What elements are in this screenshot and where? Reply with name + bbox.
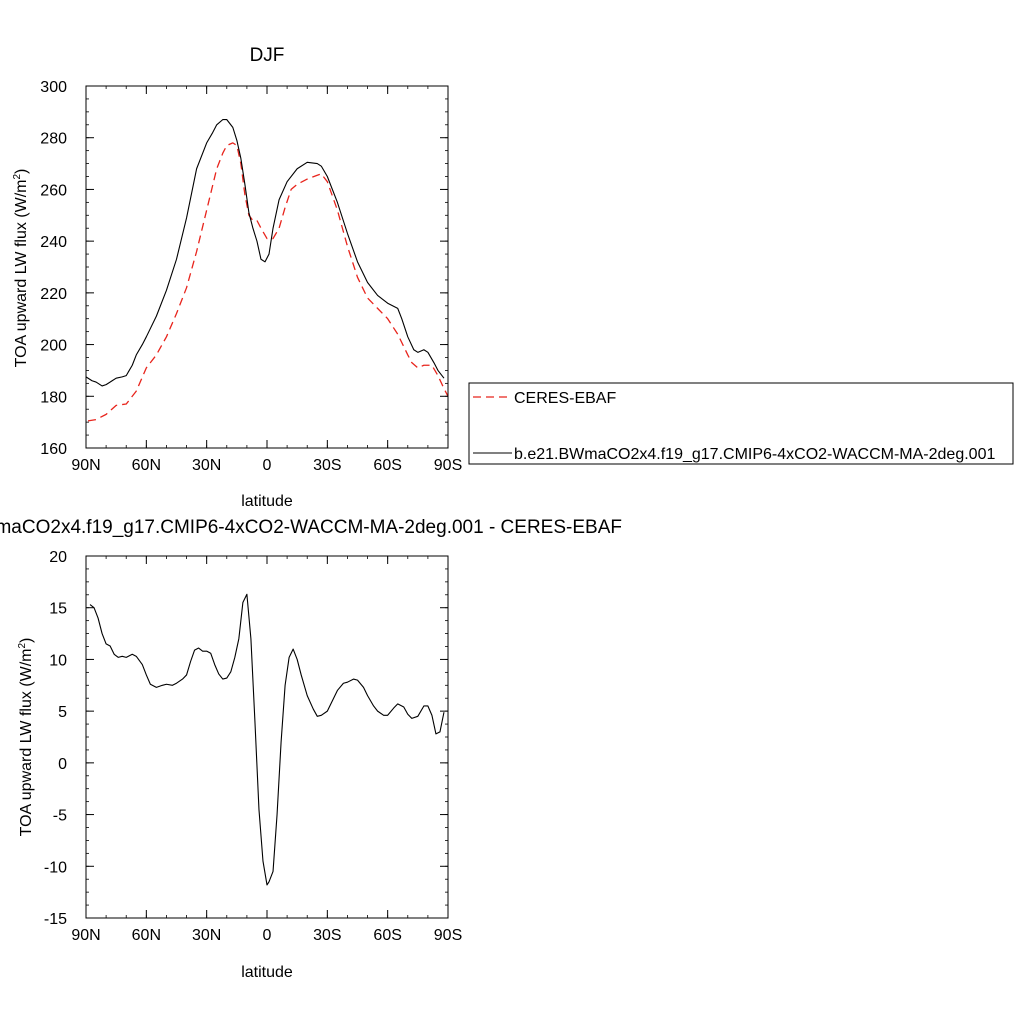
chart-bottom-y-axis-label-main: TOA upward LW flux (W/m <box>18 649 35 837</box>
chart-bottom-ticks: 90N 60N 30N 0 30S 60S 90S -15 -10 -5 0 5 10 15 20 <box>44 549 462 944</box>
chart-top-y-tick-label: 220 <box>40 286 67 303</box>
chart-bottom-series <box>89 593 445 886</box>
chart-top-x-tick-label: 0 <box>263 457 272 474</box>
chart-bottom-y-axis-label-sup: 2 <box>17 643 28 649</box>
chart-bottom-y-tick-label: 15 <box>49 601 67 618</box>
chart-top-y-tick-label: 200 <box>40 338 67 355</box>
legend-label-model: b.e21.BWmaCO2x4.f19_g17.CMIP6-4xCO2-WACC… <box>514 446 995 463</box>
chart-bottom-x-tick-label: 60S <box>373 927 401 944</box>
chart-top-x-tick-label: 60N <box>132 457 161 474</box>
chart-top-y-axis-label-main: TOA upward LW flux (W/m <box>13 180 30 368</box>
chart-top-y-tick-label: 240 <box>40 234 67 251</box>
chart-bottom-y-tick-label: 5 <box>58 704 67 721</box>
chart-bottom-y-axis-label: TOA upward LW flux (W/m2) <box>17 638 35 837</box>
chart-top-y-tick-label: 180 <box>40 389 67 406</box>
chart-top-plot-frame <box>85 85 449 449</box>
chart-top-title: DJF <box>250 45 285 66</box>
chart-top-series-line-2 <box>85 119 445 387</box>
chart-top-series <box>85 119 449 422</box>
chart-top-series-line-1 <box>87 142 449 422</box>
chart-bottom-plot-frame <box>85 555 449 919</box>
chart-top-x-tick-label: 90N <box>71 457 100 474</box>
chart-bottom-y-tick-label: 10 <box>49 652 67 669</box>
chart-top-y-tick-label: 280 <box>40 131 67 148</box>
chart-bottom: b.e21.BWmaCO2x4.f19_g17.CMIP6-4xCO2-WACC… <box>0 517 622 981</box>
legend-box <box>468 382 1014 465</box>
chart-bottom-x-tick-label: 30N <box>192 927 221 944</box>
legend-label-ceres: CERES-EBAF <box>514 390 616 407</box>
chart-top-legend: CERES-EBAF b.e21.BWmaCO2x4.f19_g17.CMIP6… <box>468 382 1014 465</box>
chart-top-y-tick-label: 300 <box>40 79 67 96</box>
chart-top-x-tick-label: 30S <box>313 457 341 474</box>
chart-bottom-y-axis-label-close: ) <box>18 638 35 643</box>
chart-bottom-x-tick-label: 90N <box>71 927 100 944</box>
chart-bottom-y-tick-label: 0 <box>58 756 67 773</box>
chart-top-y-tick-label: 260 <box>40 182 67 199</box>
chart-bottom-y-tick-label: -10 <box>44 859 67 876</box>
chart-top-x-tick-label: 60S <box>373 457 401 474</box>
chart-top-y-axis-label-sup: 2 <box>12 174 23 180</box>
chart-bottom-y-tick-label: -5 <box>53 808 67 825</box>
chart-top-x-tick-label: 30N <box>192 457 221 474</box>
chart-bottom-series-line-1 <box>89 593 445 886</box>
chart-top-x-tick-label: 90S <box>434 457 462 474</box>
chart-bottom-x-axis-label: latitude <box>241 964 293 981</box>
chart-top-y-axis-label-close: ) <box>13 169 30 174</box>
chart-bottom-y-tick-label: -15 <box>44 911 67 928</box>
chart-bottom-y-tick-label: 20 <box>49 549 67 566</box>
chart-bottom-x-tick-label: 30S <box>313 927 341 944</box>
chart-bottom-x-tick-label: 90S <box>434 927 462 944</box>
chart-bottom-x-tick-label: 0 <box>263 927 272 944</box>
chart-top-y-axis-label: TOA upward LW flux (W/m2) <box>12 169 30 368</box>
chart-top-ticks: 90N 60N 30N 0 30S 60S 90S 160 180 200 220 240 260 280… <box>40 79 462 474</box>
chart-bottom-title: b.e21.BWmaCO2x4.f19_g17.CMIP6-4xCO2-WACC… <box>0 517 622 538</box>
chart-top: DJF 90N 60N 30N 0 30S 60S 90S 160 180 200 220 240 26… <box>12 45 1014 510</box>
chart-top-y-tick-label: 160 <box>40 441 67 458</box>
chart-top-x-axis-label: latitude <box>241 493 293 510</box>
chart-bottom-x-tick-label: 60N <box>132 927 161 944</box>
